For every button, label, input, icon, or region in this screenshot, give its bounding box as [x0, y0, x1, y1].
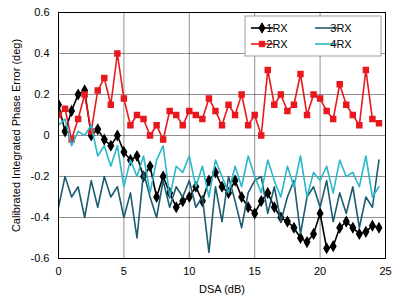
svg-text:1RX: 1RX	[266, 22, 288, 34]
svg-text:0.4: 0.4	[34, 47, 49, 59]
svg-text:3RX: 3RX	[330, 22, 352, 34]
svg-text:0: 0	[55, 265, 61, 277]
svg-text:0.2: 0.2	[34, 88, 49, 100]
svg-text:-0.4: -0.4	[31, 211, 50, 223]
svg-text:4RX: 4RX	[330, 38, 352, 50]
svg-text:10: 10	[183, 265, 195, 277]
svg-text:0: 0	[43, 129, 49, 141]
svg-text:0.6: 0.6	[34, 6, 49, 18]
svg-text:15: 15	[249, 265, 261, 277]
svg-text:20: 20	[314, 265, 326, 277]
svg-text:-0.2: -0.2	[31, 170, 50, 182]
svg-text:DSA (dB): DSA (dB)	[199, 283, 245, 295]
svg-text:25: 25	[379, 265, 391, 277]
svg-text:5: 5	[121, 265, 127, 277]
svg-text:-0.6: -0.6	[31, 252, 50, 264]
svg-text:Calibrated Integrated Phase Er: Calibrated Integrated Phase Error (deg)	[10, 39, 22, 232]
svg-text:2RX: 2RX	[266, 38, 288, 50]
